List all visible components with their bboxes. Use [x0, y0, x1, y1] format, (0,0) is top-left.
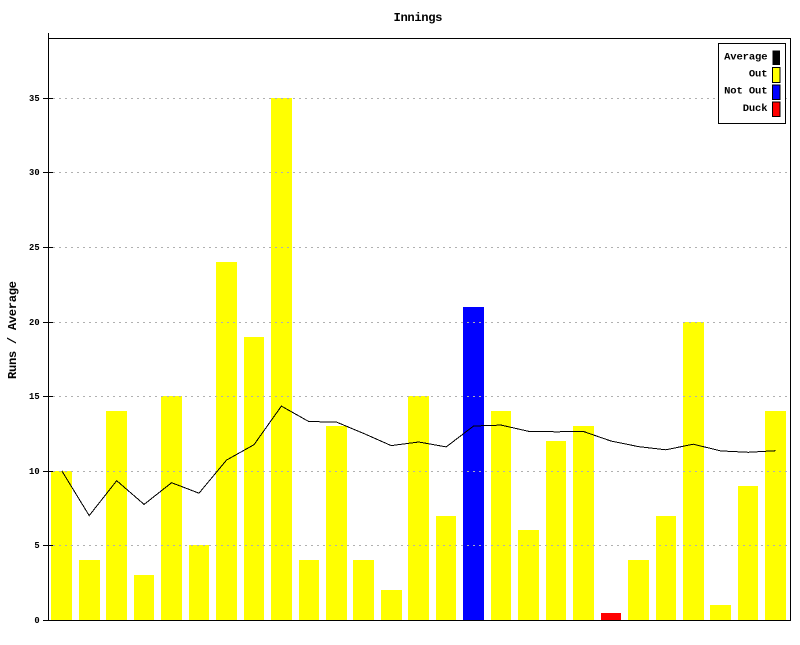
svg-text:0: 0	[34, 616, 39, 626]
svg-text:15: 15	[29, 392, 40, 402]
svg-text:10: 10	[29, 467, 40, 477]
svg-text:Innings: Innings	[394, 11, 443, 25]
svg-text:35: 35	[29, 94, 40, 104]
svg-text:20: 20	[29, 318, 40, 328]
svg-text:Duck: Duck	[743, 103, 768, 115]
svg-text:Out: Out	[749, 69, 768, 81]
svg-text:5: 5	[34, 541, 39, 551]
svg-text:30: 30	[29, 168, 40, 178]
svg-text:25: 25	[29, 243, 40, 253]
svg-text:Not Out: Not Out	[724, 86, 767, 98]
svg-text:Average: Average	[724, 51, 767, 63]
svg-text:Runs / Average: Runs / Average	[6, 281, 20, 379]
